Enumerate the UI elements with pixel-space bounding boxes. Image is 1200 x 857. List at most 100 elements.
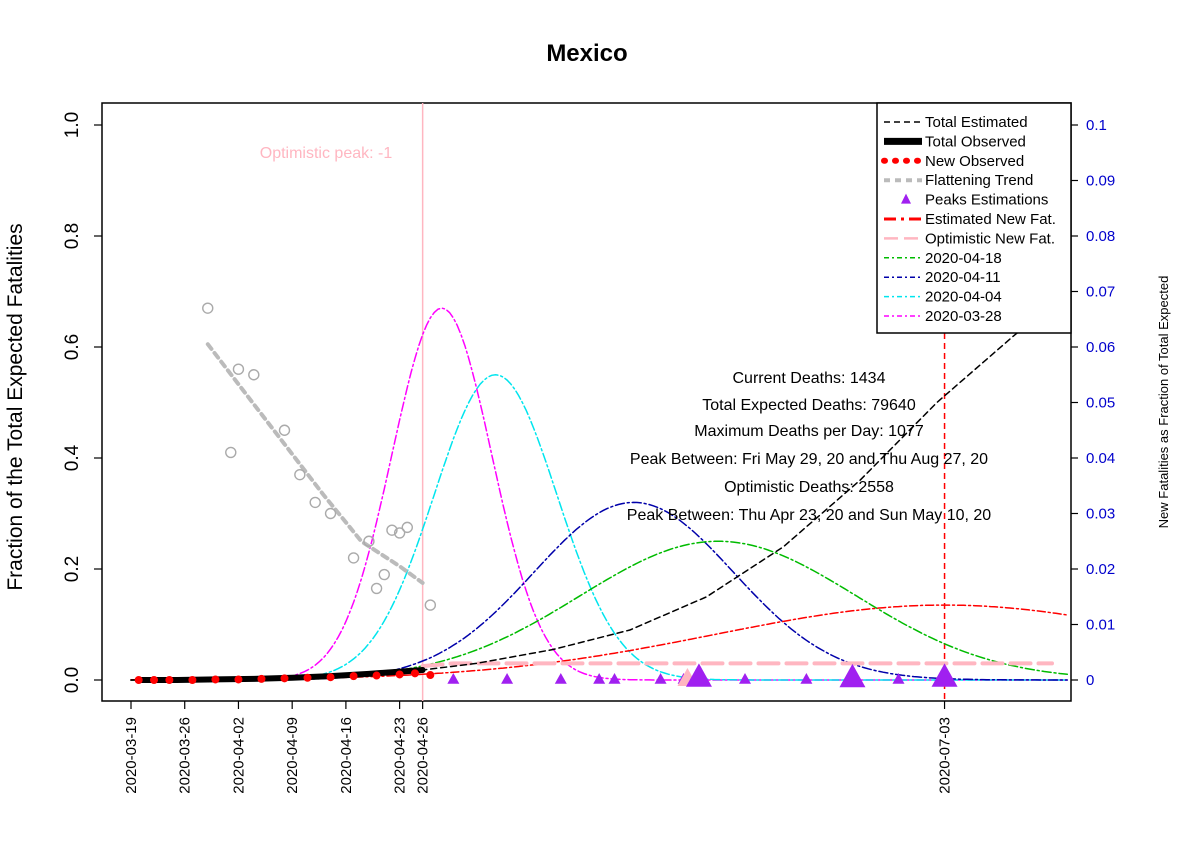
annotation-text: Current Deaths: 1434	[733, 370, 886, 387]
peak-estimation-marker	[800, 673, 813, 684]
peak-estimation-marker	[501, 673, 514, 684]
legend-label: 2020-03-28	[925, 308, 1002, 325]
peak-estimation-marker	[608, 673, 621, 684]
chart-title: Mexico	[546, 40, 627, 67]
new-observed-point	[410, 669, 419, 678]
peak-estimation-marker	[931, 663, 958, 687]
new-observed-point	[234, 675, 243, 684]
peak-estimation-marker	[739, 673, 751, 684]
legend-label: Optimistic New Fat.	[925, 230, 1055, 247]
y-tick-label: 0.8	[62, 223, 83, 249]
flattening-point	[363, 535, 375, 547]
x-tick-label: 2020-04-16	[338, 717, 355, 794]
flattening-point	[225, 446, 237, 459]
annotation-text: Optimistic Deaths: 2558	[724, 479, 894, 496]
new-observed-point	[134, 676, 143, 684]
x-tick-label: 2020-07-03	[937, 717, 954, 794]
x-tick-label: 2020-03-19	[123, 717, 140, 794]
series-line	[130, 307, 1069, 681]
y-tick-label: 0.6	[62, 334, 83, 360]
y-axis-right: 0 0.01 0.02 0.03 0.04 0.05 0.06 0.07 0.08 0.09 0.1	[1071, 117, 1115, 689]
y-tick-label: 1.0	[62, 112, 83, 138]
flattening-point	[401, 521, 413, 534]
legend-label: Flattening Trend	[925, 172, 1033, 189]
series-line	[420, 661, 1054, 669]
y-axis-label: Fraction of the Total Expected Fatalitie…	[4, 223, 27, 590]
flattening-point	[309, 496, 321, 509]
peak-estimation-marker	[593, 673, 606, 684]
flattening-point	[294, 468, 306, 481]
legend: Total Estimated Total Observed New Observe…	[876, 102, 1072, 334]
annotations: Current Deaths: 1434 Total Expected Death…	[627, 370, 992, 524]
y2-tick-label: 0.09	[1086, 173, 1115, 190]
series-line	[205, 342, 425, 585]
flattening-point	[202, 302, 214, 314]
flattening-point	[324, 507, 337, 520]
new-observed-point	[165, 676, 174, 684]
y2-tick-label: 0.05	[1086, 395, 1115, 412]
legend-label: Total Observed	[925, 133, 1026, 150]
series-line	[130, 501, 1069, 681]
y2-tick-label: 0.04	[1086, 450, 1115, 467]
flattening-point	[278, 424, 291, 436]
annotation-text: Maximum Deaths per Day: 1077	[694, 423, 924, 440]
y2-tick-label: 0.1	[1086, 117, 1107, 134]
new-observed-point	[372, 671, 381, 680]
new-observed-point	[280, 674, 289, 683]
y-axis-left: 0.0 0.2 0.4 0.6 0.8 1.0	[62, 112, 102, 693]
y-tick-label: 0.0	[62, 667, 83, 693]
legend-label: New Observed	[925, 153, 1024, 170]
new-observed-point	[326, 673, 335, 682]
series-line	[130, 374, 1069, 681]
legend-label: Peaks Estimations	[925, 192, 1048, 209]
new-observed-point	[257, 674, 266, 683]
y2-tick-label: 0.07	[1086, 284, 1115, 301]
series-line	[130, 540, 1069, 681]
new-observed-point	[303, 673, 312, 682]
y-tick-label: 0.2	[62, 556, 83, 582]
annotation-text: Peak Between: Thu Apr 23, 20 and Sun May…	[627, 507, 992, 524]
series-line	[130, 290, 1069, 681]
x-tick-label: 2020-04-23	[392, 717, 409, 794]
flattening-point	[248, 369, 260, 381]
legend-label: Total Estimated	[925, 114, 1028, 131]
x-axis: 2020-03-19 2020-03-26 2020-04-02 2020-04-09…	[123, 701, 954, 794]
peak-estimation-marker	[447, 673, 460, 684]
new-observed-point	[426, 671, 435, 680]
flattening-point	[424, 599, 437, 611]
flattening-point	[347, 552, 360, 564]
new-observed-point	[150, 676, 159, 684]
legend-label: 2020-04-04	[925, 289, 1002, 306]
x-tick-label: 2020-04-02	[230, 717, 247, 794]
series-line	[130, 604, 1069, 681]
y2-tick-label: 0	[1086, 672, 1094, 689]
flattening-point	[393, 527, 406, 539]
new-observed-point	[188, 676, 197, 684]
series-layer	[130, 103, 1069, 701]
peak-estimation-marker	[685, 663, 712, 687]
y2-tick-label: 0.01	[1086, 617, 1115, 634]
peak-estimation-marker	[892, 673, 905, 684]
legend-marker	[901, 193, 911, 204]
peak-estimation-marker	[839, 663, 866, 688]
flattening-point	[370, 582, 383, 595]
x-tick-label: 2020-03-26	[177, 717, 194, 794]
optimistic-peak-label: Optimistic peak: -1	[260, 145, 393, 162]
y2-axis-label: New Fatalities as Fraction of Total Expe…	[1156, 276, 1171, 529]
y2-tick-label: 0.08	[1086, 228, 1115, 245]
annotation-text: Total Expected Deaths: 79640	[702, 397, 916, 414]
annotation-text: Peak Between: Fri May 29, 20 and Thu Aug…	[630, 451, 988, 468]
new-observed-point	[211, 675, 220, 684]
y2-tick-label: 0.02	[1086, 561, 1115, 578]
flattening-point	[386, 524, 398, 536]
new-observed-point	[349, 672, 358, 681]
legend-label: Estimated New Fat.	[925, 211, 1056, 228]
peak-estimation-marker	[554, 673, 567, 684]
flattening-point	[232, 363, 245, 375]
peak-estimation-marker	[654, 673, 667, 684]
legend-label: 2020-04-18	[925, 250, 1002, 267]
y2-tick-label: 0.03	[1086, 506, 1115, 523]
legend-label: 2020-04-11	[925, 269, 1001, 286]
flattening-point	[378, 568, 390, 581]
